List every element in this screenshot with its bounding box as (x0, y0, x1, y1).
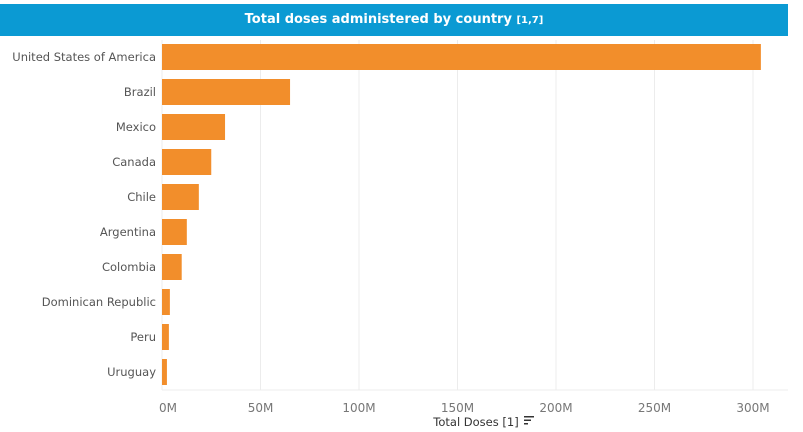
bar[interactable] (162, 289, 170, 315)
bar[interactable] (162, 44, 761, 70)
category-label: Peru (130, 330, 156, 344)
x-tick-label: 0M (159, 401, 177, 415)
bar[interactable] (162, 149, 212, 175)
category-label: Canada (112, 155, 156, 169)
bar[interactable] (162, 114, 226, 140)
sort-icon[interactable] (524, 416, 534, 425)
category-label: Dominican Republic (42, 295, 156, 309)
category-label: Brazil (124, 85, 156, 99)
x-tick-label: 300M (736, 401, 769, 415)
bar[interactable] (162, 184, 199, 210)
chart-title-note: [1,7] (516, 15, 544, 26)
bar[interactable] (162, 359, 167, 385)
category-label: Uruguay (107, 365, 156, 379)
x-axis-label: Total Doses [1] (432, 415, 518, 429)
bar[interactable] (162, 254, 182, 280)
x-tick-label: 100M (342, 401, 375, 415)
x-tick-label: 250M (638, 401, 671, 415)
category-label: Chile (127, 190, 156, 204)
x-tick-label: 50M (248, 401, 274, 415)
x-tick-label: 200M (539, 401, 572, 415)
chart-title-bar: Total doses administered by country [1,7… (0, 4, 788, 36)
chart-title: Total doses administered by country (244, 12, 512, 27)
bar[interactable] (162, 79, 291, 105)
x-tick-label: 150M (441, 401, 474, 415)
category-label: Argentina (100, 225, 156, 239)
category-label: Mexico (116, 120, 156, 134)
category-label: United States of America (12, 50, 156, 64)
category-label: Colombia (102, 260, 156, 274)
bar[interactable] (162, 219, 187, 245)
bar[interactable] (162, 324, 169, 350)
